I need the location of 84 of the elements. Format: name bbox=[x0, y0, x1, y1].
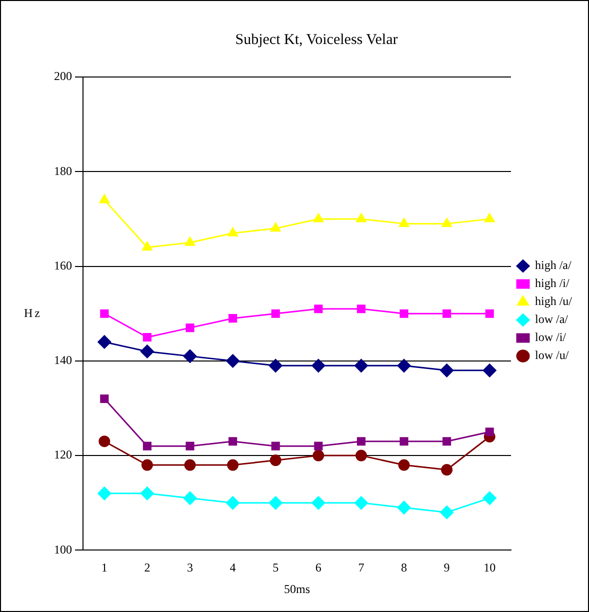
legend-label: high /a/ bbox=[535, 258, 572, 272]
point bbox=[268, 358, 282, 372]
point bbox=[313, 213, 324, 222]
point bbox=[312, 358, 326, 372]
point bbox=[442, 309, 452, 318]
point bbox=[441, 464, 453, 476]
legend-label: low /i/ bbox=[535, 330, 567, 344]
point bbox=[312, 450, 324, 462]
point bbox=[354, 358, 368, 372]
point bbox=[140, 486, 154, 500]
point bbox=[484, 213, 495, 222]
legend-label: high /u/ bbox=[535, 294, 573, 308]
y-tick-label: 200 bbox=[54, 69, 72, 84]
point bbox=[98, 335, 112, 349]
point bbox=[228, 437, 238, 446]
point bbox=[270, 222, 281, 232]
point bbox=[98, 436, 110, 448]
x-tick-label: 7 bbox=[358, 560, 364, 575]
x-tick-label: 9 bbox=[444, 560, 450, 575]
point bbox=[356, 213, 366, 222]
point bbox=[98, 486, 112, 500]
x-tick-label: 1 bbox=[101, 560, 108, 575]
point bbox=[142, 242, 152, 251]
point bbox=[142, 332, 152, 342]
point bbox=[226, 354, 240, 368]
point bbox=[442, 218, 452, 227]
point bbox=[186, 324, 194, 332]
y-tick-label: 140 bbox=[54, 353, 72, 368]
point bbox=[354, 496, 368, 510]
point bbox=[397, 358, 411, 372]
point bbox=[184, 236, 196, 246]
point bbox=[312, 496, 326, 510]
point bbox=[356, 304, 366, 314]
point bbox=[141, 459, 153, 471]
point bbox=[398, 459, 410, 471]
point bbox=[228, 314, 238, 323]
x-tick-label: 6 bbox=[315, 560, 322, 575]
x-tick-label: 4 bbox=[230, 560, 236, 575]
y-axis-title: Hz bbox=[24, 306, 42, 320]
point bbox=[183, 349, 197, 363]
point bbox=[442, 437, 452, 446]
y-tick-label: 100 bbox=[54, 542, 72, 556]
x-tick-label: 3 bbox=[187, 560, 193, 575]
point bbox=[398, 218, 410, 227]
point bbox=[356, 437, 366, 446]
point bbox=[482, 491, 496, 505]
point bbox=[99, 194, 110, 204]
point bbox=[100, 309, 109, 318]
x-axis-title: 50ms bbox=[284, 582, 310, 596]
x-tick-label: 5 bbox=[272, 560, 279, 575]
point bbox=[228, 227, 238, 236]
point bbox=[485, 309, 494, 318]
point bbox=[186, 442, 194, 450]
point bbox=[140, 344, 154, 358]
point bbox=[482, 364, 496, 378]
point bbox=[314, 304, 323, 314]
point bbox=[271, 442, 280, 450]
y-tick-label: 180 bbox=[54, 164, 72, 178]
point bbox=[183, 491, 197, 505]
legend-label: high /i/ bbox=[535, 276, 570, 290]
point bbox=[485, 428, 494, 436]
y-tick-label: 160 bbox=[54, 258, 72, 272]
point bbox=[268, 496, 282, 510]
point bbox=[355, 450, 367, 462]
legend-label: low /a/ bbox=[535, 312, 569, 326]
x-tick-label: 10 bbox=[484, 560, 496, 575]
point bbox=[184, 459, 196, 471]
point bbox=[400, 309, 408, 318]
point bbox=[226, 496, 240, 510]
point bbox=[440, 506, 454, 520]
chart-title: Subject Kt, Voiceless Velar bbox=[235, 32, 398, 48]
x-tick-label: 8 bbox=[401, 560, 407, 575]
point bbox=[397, 500, 411, 514]
point bbox=[314, 442, 323, 450]
point bbox=[142, 442, 152, 450]
point bbox=[400, 437, 408, 446]
point bbox=[100, 394, 109, 404]
point bbox=[271, 309, 280, 318]
y-tick-label: 120 bbox=[54, 448, 72, 462]
legend-label: low /u/ bbox=[535, 348, 570, 362]
point bbox=[270, 454, 282, 466]
x-tick-label: 2 bbox=[144, 560, 150, 575]
point bbox=[440, 364, 454, 378]
point bbox=[227, 459, 239, 471]
